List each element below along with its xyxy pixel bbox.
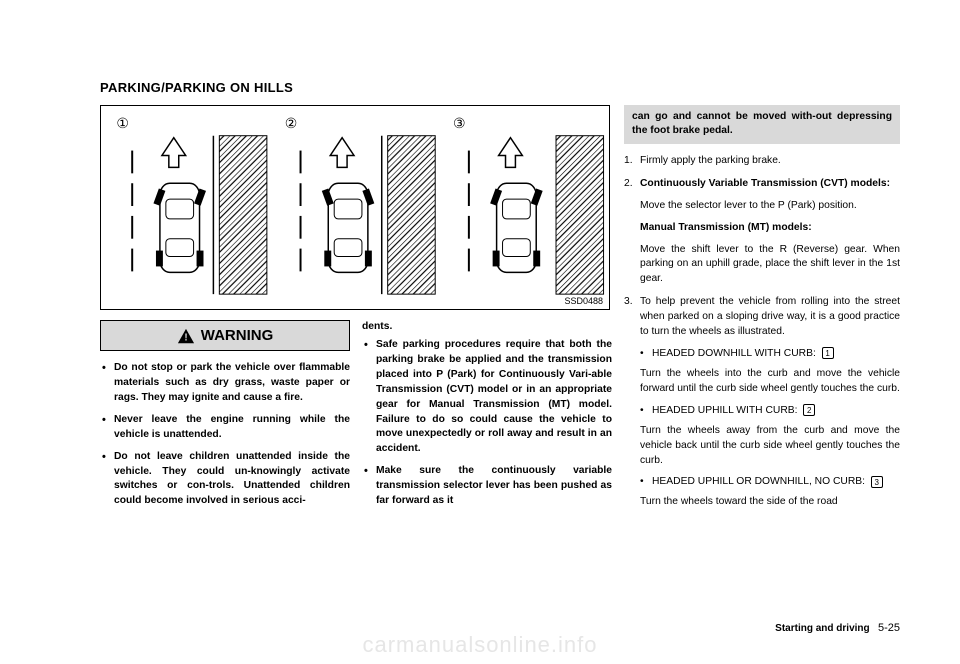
bullet: Do not leave children unattended inside … <box>100 450 350 510</box>
page-footer: Starting and driving 5-25 <box>775 622 900 634</box>
sub-b-text: Turn the wheels away from the curb and m… <box>640 424 900 469</box>
page-content: PARKING/PARKING ON HILLS ① <box>0 0 960 538</box>
svg-text:②: ② <box>285 115 297 131</box>
sub-b: HEADED UPHILL WITH CURB: 2 <box>640 404 900 419</box>
svg-text:!: ! <box>184 332 187 343</box>
step2-cvt-label: Continuously Variable Transmission (CVT)… <box>640 177 900 192</box>
watermark: carmanualsonline.info <box>0 632 960 658</box>
step3-sublist2: HEADED UPHILL WITH CURB: 2 <box>640 404 900 419</box>
footer-section: Starting and driving <box>775 623 869 634</box>
sub-c: HEADED UPHILL OR DOWNHILL, NO CURB: 3 <box>640 475 900 490</box>
bullet: Do not stop or park the vehicle over fla… <box>100 361 350 406</box>
bullet-cont: dents. <box>362 320 612 335</box>
columns: ① <box>100 105 900 518</box>
bullet: Safe parking procedures require that bot… <box>362 338 612 457</box>
warning-icon: ! <box>177 328 195 344</box>
step2-mt-text: Move the shift lever to the R (Reverse) … <box>640 243 900 288</box>
warning-box: ! WARNING <box>100 320 350 351</box>
svg-text:③: ③ <box>453 115 465 131</box>
parking-figure: ① <box>100 105 610 310</box>
step2-cvt-text: Move the selector lever to the P (Park) … <box>640 199 900 214</box>
sub-b-label: HEADED UPHILL WITH CURB: <box>652 405 798 416</box>
warning-label: WARNING <box>201 327 274 344</box>
step3-intro: To help prevent the vehicle from rolling… <box>640 295 900 340</box>
figure-id: SSD0488 <box>564 296 603 306</box>
figure-svg: ① <box>101 106 609 309</box>
steps-list: Firmly apply the parking brake. Continuo… <box>624 154 900 519</box>
step3-sublist: HEADED DOWNHILL WITH CURB: 1 <box>640 347 900 362</box>
column-right: can go and cannot be moved with-out depr… <box>624 105 900 518</box>
ref-1-icon: 1 <box>822 347 834 359</box>
warning-bullets-left: Do not stop or park the vehicle over fla… <box>100 361 350 516</box>
warning-bullets-mid2: Safe parking procedures require that bot… <box>362 338 612 516</box>
step-1: Firmly apply the parking brake. <box>624 154 900 169</box>
sub-a: HEADED DOWNHILL WITH CURB: 1 <box>640 347 900 362</box>
bullet: Make sure the continuously variable tran… <box>362 464 612 509</box>
ref-2-icon: 2 <box>803 404 815 416</box>
section-heading: PARKING/PARKING ON HILLS <box>100 80 900 95</box>
column-left: ① <box>100 105 350 518</box>
ref-3-icon: 3 <box>871 476 883 488</box>
sub-a-text: Turn the wheels into the curb and move t… <box>640 367 900 397</box>
step3-sublist3: HEADED UPHILL OR DOWNHILL, NO CURB: 3 <box>640 475 900 490</box>
step-3: To help prevent the vehicle from rolling… <box>624 295 900 510</box>
svg-text:①: ① <box>116 115 128 131</box>
sub-a-label: HEADED DOWNHILL WITH CURB: <box>652 348 816 359</box>
step2-mt-label: Manual Transmission (MT) models: <box>640 221 900 236</box>
gray-continuation-box: can go and cannot be moved with-out depr… <box>624 105 900 144</box>
footer-page: 5-25 <box>878 622 900 634</box>
bullet: Never leave the engine running while the… <box>100 413 350 443</box>
sub-c-label: HEADED UPHILL OR DOWNHILL, NO CURB: <box>652 476 865 487</box>
step-2: Continuously Variable Transmission (CVT)… <box>624 177 900 288</box>
sub-c-text: Turn the wheels toward the side of the r… <box>640 495 900 510</box>
